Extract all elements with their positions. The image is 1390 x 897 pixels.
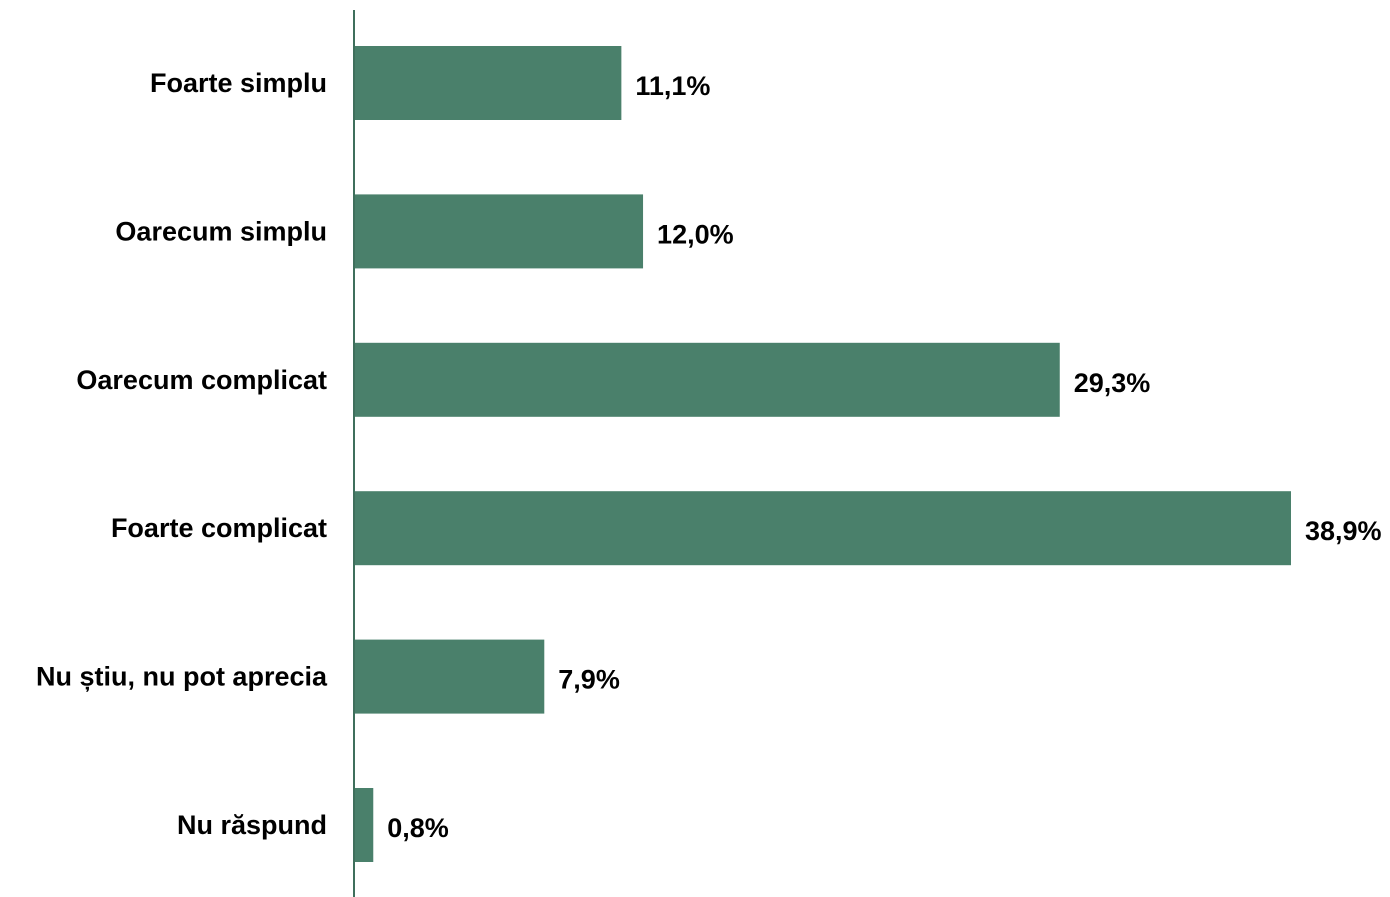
category-label-0: Foarte simplu — [150, 68, 327, 98]
value-label-5: 0,8% — [387, 813, 449, 843]
bars-group — [354, 46, 1291, 862]
value-label-3: 38,9% — [1305, 516, 1382, 546]
category-label-5: Nu răspund — [177, 810, 327, 840]
category-label-1: Oarecum simplu — [115, 216, 327, 246]
bar-3 — [354, 491, 1291, 566]
bar-5 — [354, 788, 374, 862]
value-label-4: 7,9% — [558, 665, 620, 695]
category-label-3: Foarte complicat — [111, 513, 327, 543]
category-label-4: Nu știu, nu pot aprecia — [36, 662, 328, 692]
category-labels-group: Foarte simplu Oarecum simplu Oarecum compl… — [36, 68, 328, 840]
value-label-2: 29,3% — [1074, 368, 1151, 398]
value-labels-group: 11,1% 12,0% 29,3% 38,9% 7,9% 0,8% — [387, 71, 1381, 843]
category-label-2: Oarecum complicat — [76, 365, 327, 395]
value-label-0: 11,1% — [635, 71, 710, 101]
bar-2 — [354, 342, 1060, 417]
bar-1 — [354, 194, 644, 269]
bar-0 — [354, 46, 622, 120]
value-label-1: 12,0% — [657, 219, 734, 249]
bar-4 — [354, 639, 545, 714]
